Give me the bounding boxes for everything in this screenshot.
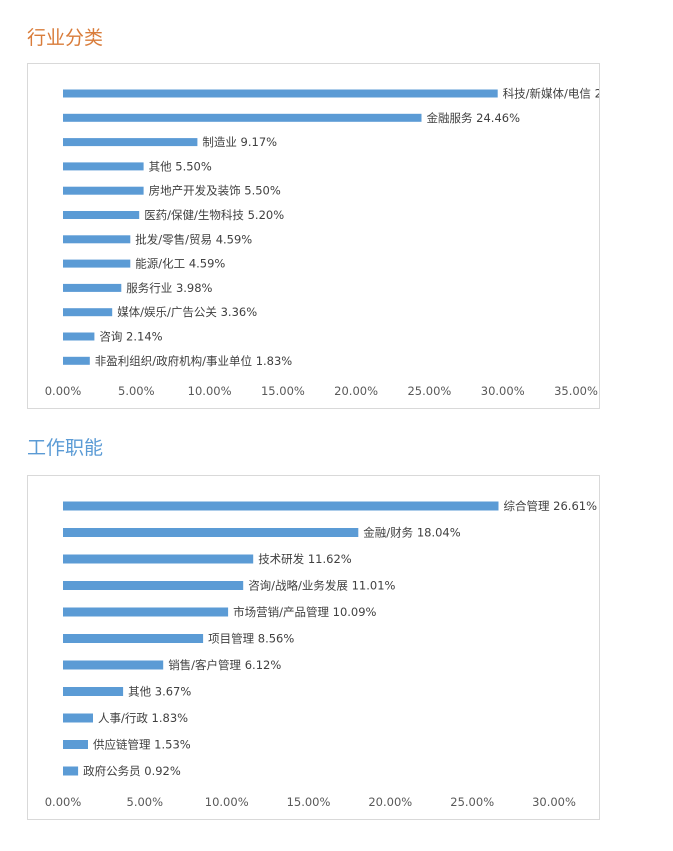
industry-chart-panel: 科技/新媒体/电信 29.66% 金融服务 24.46% 制造业 9.17% 其他 5… — [27, 63, 600, 409]
bar — [63, 259, 131, 268]
bar-data-label: 技术研发 11.62% — [258, 552, 352, 566]
bar — [63, 740, 88, 749]
bar — [63, 308, 113, 317]
x-tick-label: 5.00% — [118, 384, 155, 398]
bar-data-label: 服务行业 3.98% — [126, 281, 212, 295]
job-function-section-title: 工作职能 — [27, 437, 104, 459]
bar — [63, 162, 144, 171]
bar — [63, 332, 95, 341]
bar — [63, 713, 93, 723]
x-tick-label: 25.00% — [407, 384, 451, 398]
x-tick-label: 25.00% — [450, 795, 494, 809]
bar — [63, 501, 499, 511]
bar-data-label: 制造业 9.17% — [202, 135, 277, 149]
bar — [63, 356, 90, 365]
bar — [63, 660, 164, 670]
bar — [63, 211, 140, 219]
bar-data-label: 能源/化工 4.59% — [135, 257, 225, 271]
industry-section-title: 行业分类 — [27, 27, 104, 49]
bar-data-label: 非盈利组织/政府机构/事业单位 1.83% — [95, 354, 293, 368]
bar — [63, 528, 359, 537]
bar — [63, 235, 131, 244]
bar — [63, 554, 254, 564]
bar-data-label: 咨询/战略/业务发展 11.01% — [248, 579, 395, 593]
job-function-bar-chart: 综合管理 26.61% 金融/财务 18.04% 技术研发 11.62% 咨询/战略/… — [45, 499, 598, 809]
x-tick-label: 5.00% — [127, 795, 164, 809]
bar-data-label: 销售/客户管理 6.12% — [168, 658, 281, 672]
bar-data-label: 其他 5.50% — [149, 159, 212, 173]
x-tick-label: 20.00% — [368, 795, 412, 809]
bar — [63, 687, 124, 696]
x-tick-label: 35.00% — [554, 384, 598, 398]
bar-data-label: 批发/零售/贸易 4.59% — [135, 232, 252, 246]
x-tick-label: 30.00% — [532, 795, 576, 809]
x-tick-label: 0.00% — [45, 795, 82, 809]
x-tick-label: 10.00% — [205, 795, 249, 809]
bar-data-label: 金融服务 24.46% — [427, 111, 521, 125]
bar-data-label: 政府公务员 0.92% — [83, 764, 181, 778]
x-tick-label: 15.00% — [287, 795, 331, 809]
bar-data-label: 市场营销/产品管理 10.09% — [233, 605, 376, 619]
bar-data-label: 医药/保健/生物科技 5.20% — [144, 208, 284, 222]
job-function-chart-panel: 综合管理 26.61% 金融/财务 18.04% 技术研发 11.62% 咨询/战略/… — [27, 475, 600, 820]
bar-data-label: 供应链管理 1.53% — [93, 738, 191, 752]
bar-data-label: 其他 3.67% — [128, 685, 191, 699]
bar — [63, 283, 122, 292]
bar — [63, 607, 229, 617]
industry-bar-chart: 科技/新媒体/电信 29.66% 金融服务 24.46% 制造业 9.17% 其他 5… — [45, 87, 599, 399]
bar-data-label: 科技/新媒体/电信 29.66% — [503, 87, 599, 101]
bar-data-label: 咨询 2.14% — [99, 330, 162, 344]
bar — [63, 89, 498, 98]
x-tick-label: 15.00% — [261, 384, 305, 398]
x-tick-label: 30.00% — [481, 384, 525, 398]
bar — [63, 581, 244, 590]
bar-data-label: 媒体/娱乐/广告公关 3.36% — [117, 305, 257, 319]
x-tick-label: 20.00% — [334, 384, 378, 398]
bar-data-label: 房地产开发及装饰 5.50% — [149, 184, 281, 198]
bar-data-label: 金融/财务 18.04% — [363, 526, 460, 540]
bar-data-label: 项目管理 8.56% — [208, 632, 294, 646]
bar-data-label: 综合管理 26.61% — [504, 499, 598, 513]
bar — [63, 766, 79, 776]
x-tick-label: 10.00% — [188, 384, 232, 398]
bar — [63, 186, 144, 195]
bar — [63, 138, 198, 147]
x-tick-label: 0.00% — [45, 384, 82, 398]
bar — [63, 634, 204, 643]
bar-data-label: 人事/行政 1.83% — [98, 711, 188, 725]
bar — [63, 113, 422, 122]
